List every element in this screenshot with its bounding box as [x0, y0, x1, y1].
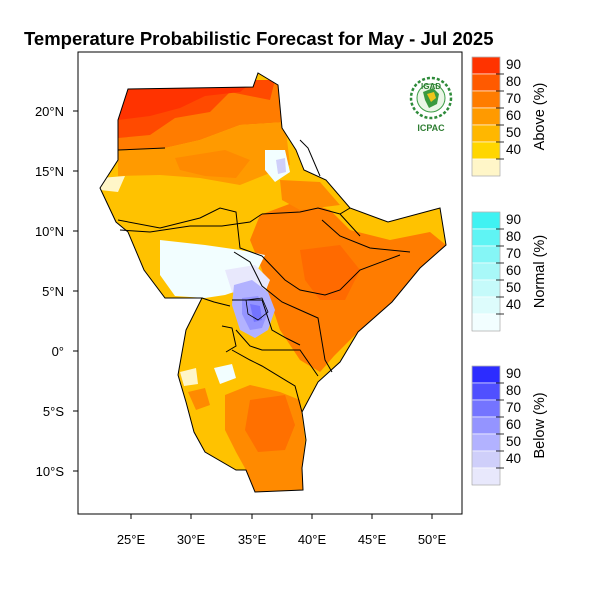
legend-tick-label: 60 [506, 417, 521, 432]
legend-swatch [471, 279, 501, 298]
legend-tick-label: 70 [506, 400, 521, 415]
lake-victoria [245, 297, 269, 321]
legend-bar-normal: 90 80 70 60 50 40 Normal (%) [471, 211, 548, 332]
legend-frame [471, 56, 501, 177]
legend-tick-label: 60 [506, 108, 521, 123]
lat-tick-labels: 20°N 15°N 10°N 5°N 0° 5°S 10°S [35, 104, 64, 479]
lat-tick-label: 10°N [35, 224, 64, 239]
legend-swatch [471, 262, 501, 281]
icpac-logo: IGAD ICPAC [409, 76, 453, 133]
lat-tick-label: 10°S [36, 464, 65, 479]
legend-swatch [471, 90, 501, 109]
legend-swatch [471, 416, 501, 435]
legend-tick-label: 40 [506, 451, 521, 466]
legend-swatch [471, 158, 501, 177]
country-borders [99, 72, 447, 493]
legend-tick-label: 90 [506, 57, 521, 72]
legend-swatch [471, 433, 501, 452]
legend: 90 80 70 60 50 40 Above (%) 90 80 70 60 50 40 Normal … [471, 56, 548, 486]
legend-swatch [471, 296, 501, 315]
legend-swatch [471, 211, 501, 230]
lat-tick-label: 5°N [42, 284, 64, 299]
legend-tick-label: 70 [506, 91, 521, 106]
lat-tick-label: 5°S [43, 404, 64, 419]
lat-tick-label: 20°N [35, 104, 64, 119]
red-sea-coast [299, 139, 321, 177]
legend-swatch [471, 450, 501, 469]
legend-title: Above (%) [532, 83, 548, 151]
legend-tick-label: 40 [506, 297, 521, 312]
legend-tick-label: 40 [506, 142, 521, 157]
legend-swatch [471, 382, 501, 401]
legend-swatch [471, 365, 501, 384]
legend-swatch [471, 124, 501, 143]
legend-title: Normal (%) [532, 235, 548, 308]
lat-tick-label: 0° [52, 344, 64, 359]
map-title: Temperature Probabilistic Forecast for M… [24, 28, 494, 49]
legend-tick-label: 80 [506, 229, 521, 244]
lat-tick-marks [73, 110, 78, 472]
legend-title: Below (%) [532, 392, 548, 458]
logo-text-bottom: ICPAC [417, 123, 445, 133]
lon-tick-label: 45°E [358, 532, 387, 547]
lon-tick-label: 35°E [238, 532, 267, 547]
legend-swatch [471, 228, 501, 247]
legend-swatch [471, 245, 501, 264]
legend-tick-label: 80 [506, 74, 521, 89]
legend-swatch [471, 107, 501, 126]
lon-tick-label: 40°E [298, 532, 327, 547]
legend-bar-below: 90 80 70 60 50 40 Below (%) [471, 365, 548, 486]
logo-text-top: IGAD [421, 82, 441, 91]
legend-swatch [471, 56, 501, 75]
lat-tick-label: 15°N [35, 164, 64, 179]
lon-tick-labels: 25°E 30°E 35°E 40°E 45°E 50°E [117, 532, 447, 547]
lon-tick-label: 50°E [418, 532, 447, 547]
legend-swatch [471, 141, 501, 160]
forecast-field [100, 73, 446, 492]
lon-tick-label: 25°E [117, 532, 146, 547]
legend-bar-above: 90 80 70 60 50 40 Above (%) [471, 56, 548, 177]
legend-swatch [471, 313, 501, 332]
legend-tick-label: 50 [506, 280, 521, 295]
legend-tick-label: 50 [506, 125, 521, 140]
lon-tick-marks [130, 514, 433, 519]
lon-tick-label: 30°E [177, 532, 206, 547]
legend-frame [471, 365, 501, 486]
legend-swatch [471, 467, 501, 486]
legend-tick-label: 70 [506, 246, 521, 261]
legend-frame [471, 211, 501, 332]
legend-tick-label: 80 [506, 383, 521, 398]
legend-tick-label: 90 [506, 212, 521, 227]
legend-swatch [471, 73, 501, 92]
legend-tick-label: 50 [506, 434, 521, 449]
legend-swatch [471, 399, 501, 418]
legend-tick-label: 60 [506, 263, 521, 278]
legend-tick-label: 90 [506, 366, 521, 381]
